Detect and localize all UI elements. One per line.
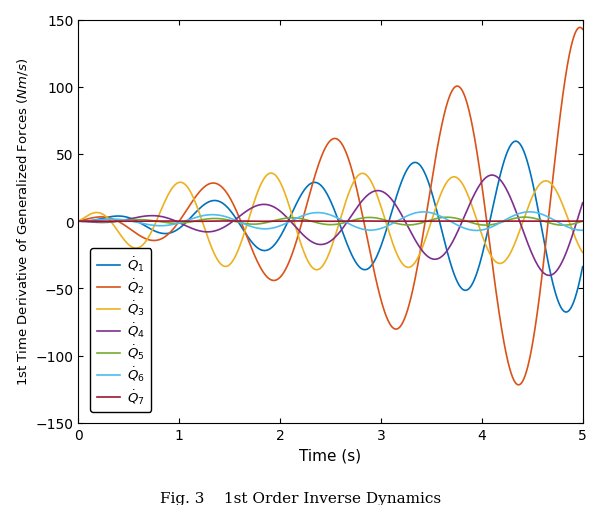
$\dot{Q}_3$: [267, 171, 275, 177]
$\dot{Q}_1$: [562, 310, 569, 316]
Text: Fig. 3    1st Order Inverse Dynamics: Fig. 3 1st Order Inverse Dynamics: [161, 491, 441, 505]
$\dot{Q}_2$: [290, 247, 297, 253]
$\dot{Q}_2$: [268, 278, 275, 284]
Line: $\dot{Q}_5$: $\dot{Q}_5$: [78, 218, 583, 226]
$\dot{Q}_3$: [132, 245, 140, 251]
$\dot{Q}_3$: [268, 171, 276, 177]
$\dot{Q}_7$: [515, 219, 523, 225]
$\dot{Q}_2$: [515, 382, 522, 388]
$\dot{Q}_7$: [290, 219, 297, 225]
$\dot{Q}_3$: [313, 267, 320, 273]
$\dot{Q}_3$: [290, 219, 297, 225]
$\dot{Q}_2$: [75, 219, 82, 225]
$\dot{Q}_6$: [268, 226, 275, 232]
Line: $\dot{Q}_1$: $\dot{Q}_1$: [78, 142, 583, 313]
$\dot{Q}_3$: [569, 230, 577, 236]
$\dot{Q}_5$: [162, 220, 169, 226]
$\dot{Q}_5$: [521, 215, 528, 221]
$\dot{Q}_4$: [569, 231, 577, 237]
$\dot{Q}_6$: [132, 220, 140, 226]
$\dot{Q}_1$: [75, 219, 82, 225]
$\dot{Q}_4$: [488, 173, 495, 179]
$\dot{Q}_6$: [75, 219, 82, 225]
$\dot{Q}_6$: [515, 211, 522, 217]
$\dot{Q}_5$: [515, 215, 522, 221]
$\dot{Q}_7$: [75, 219, 82, 225]
Y-axis label: 1st Time Derivative of Generalized Forces $(Nm/s)$: 1st Time Derivative of Generalized Force…: [15, 58, 30, 385]
$\dot{Q}_6$: [526, 210, 533, 216]
Line: $\dot{Q}_6$: $\dot{Q}_6$: [78, 213, 583, 231]
$\dot{Q}_5$: [268, 219, 275, 225]
$\dot{Q}_3$: [515, 231, 523, 237]
$\dot{Q}_7$: [132, 219, 140, 225]
$\dot{Q}_5$: [569, 222, 577, 228]
$\dot{Q}_5$: [579, 219, 586, 225]
$\dot{Q}_2$: [576, 25, 583, 31]
$\dot{Q}_2$: [515, 382, 522, 388]
$\dot{Q}_4$: [268, 204, 275, 210]
$\dot{Q}_4$: [545, 273, 553, 279]
$\dot{Q}_7$: [193, 219, 200, 225]
$\dot{Q}_1$: [268, 245, 275, 251]
Line: $\dot{Q}_3$: $\dot{Q}_3$: [78, 174, 583, 270]
$\dot{Q}_6$: [473, 228, 480, 234]
$\dot{Q}_7$: [268, 219, 276, 225]
$\dot{Q}_5$: [75, 219, 82, 225]
$\dot{Q}_1$: [132, 218, 140, 224]
$\dot{Q}_2$: [132, 231, 140, 237]
$\dot{Q}_7$: [162, 219, 169, 225]
$\dot{Q}_4$: [579, 200, 586, 207]
$\dot{Q}_1$: [569, 301, 577, 307]
$\dot{Q}_1$: [512, 139, 520, 145]
$\dot{Q}_6$: [569, 226, 577, 232]
$\dot{Q}_7$: [226, 219, 233, 225]
$\dot{Q}_6$: [579, 228, 586, 234]
$\dot{Q}_6$: [290, 217, 297, 223]
$\dot{Q}_4$: [515, 216, 522, 222]
Line: $\dot{Q}_2$: $\dot{Q}_2$: [78, 28, 583, 385]
$\dot{Q}_1$: [162, 231, 169, 237]
Line: $\dot{Q}_4$: $\dot{Q}_4$: [78, 176, 583, 276]
$\dot{Q}_7$: [579, 219, 586, 225]
$\dot{Q}_1$: [579, 264, 586, 270]
Legend: $\dot{Q}_1$, $\dot{Q}_2$, $\dot{Q}_3$, $\dot{Q}_4$, $\dot{Q}_5$, $\dot{Q}_6$, $\: $\dot{Q}_1$, $\dot{Q}_2$, $\dot{Q}_3$, $…: [90, 248, 152, 412]
$\dot{Q}_4$: [162, 215, 169, 221]
$\dot{Q}_5$: [290, 215, 297, 221]
$\dot{Q}_5$: [132, 217, 140, 223]
$\dot{Q}_3$: [75, 219, 82, 225]
$\dot{Q}_4$: [290, 222, 297, 228]
$\dot{Q}_6$: [162, 223, 169, 229]
$\dot{Q}_2$: [162, 234, 169, 240]
$\dot{Q}_1$: [515, 140, 522, 146]
$\dot{Q}_1$: [290, 207, 297, 213]
$\dot{Q}_2$: [579, 27, 586, 33]
$\dot{Q}_3$: [162, 197, 169, 203]
$\dot{Q}_4$: [132, 215, 140, 221]
X-axis label: Time (s): Time (s): [299, 447, 362, 462]
$\dot{Q}_7$: [569, 219, 577, 225]
$\dot{Q}_2$: [569, 37, 577, 43]
$\dot{Q}_5$: [560, 223, 567, 229]
$\dot{Q}_3$: [579, 250, 586, 256]
$\dot{Q}_4$: [75, 219, 82, 225]
